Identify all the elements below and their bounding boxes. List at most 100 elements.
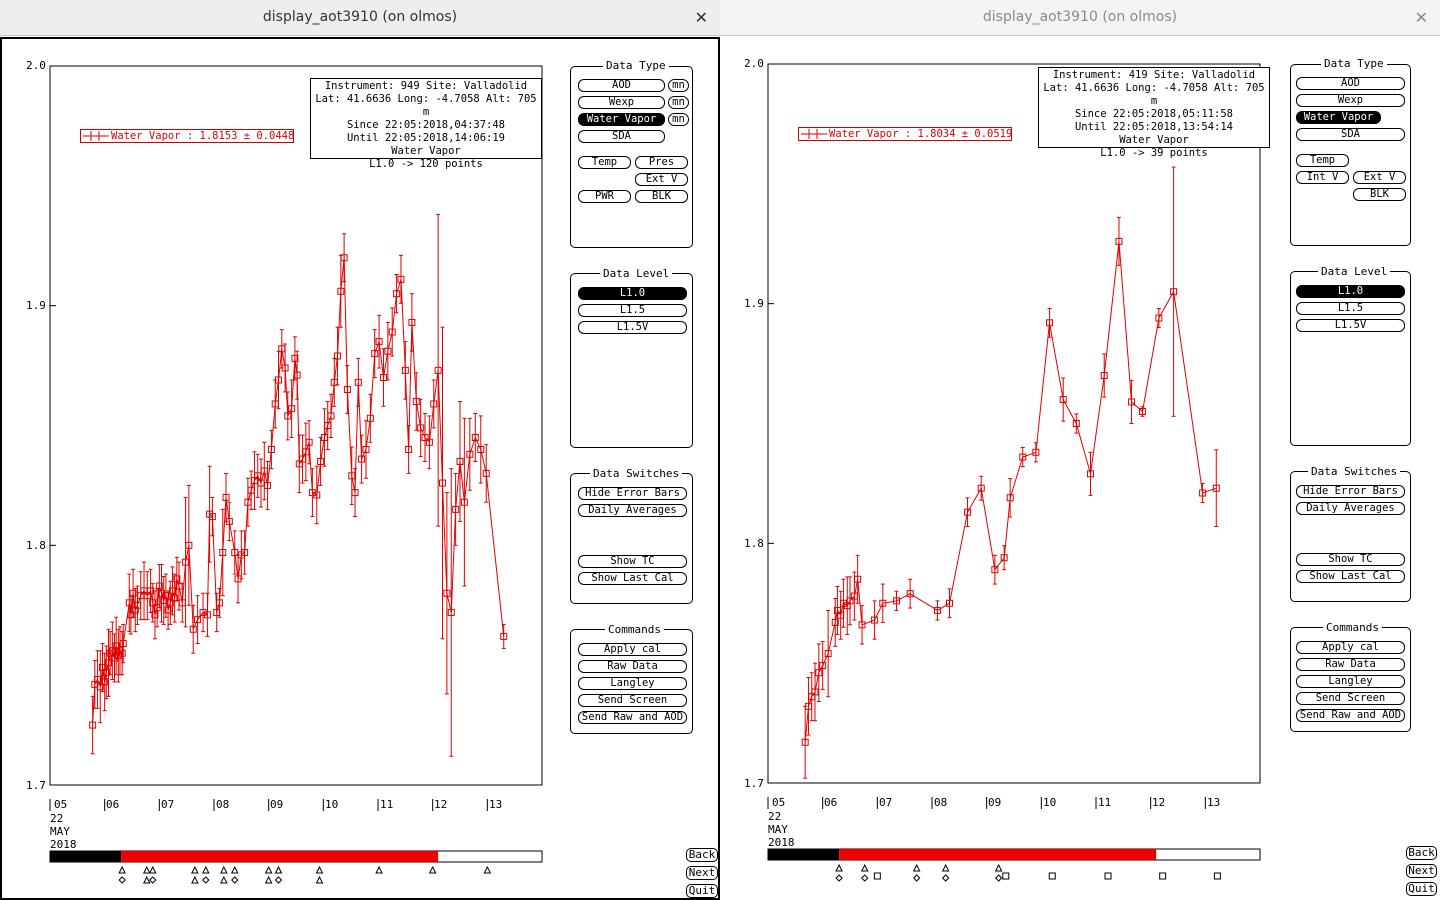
langley-button[interactable]: Langley [1296, 675, 1405, 688]
marker-triangle-icon [274, 865, 283, 874]
marker-triangle-icon [315, 875, 324, 884]
water-vapor-button[interactable]: Water Vapor [1296, 111, 1381, 124]
level-l15v-button[interactable]: L1.5V [578, 321, 687, 334]
level-l10-button[interactable]: L1.0 [578, 287, 687, 300]
level-l10-button[interactable]: L1.0 [1296, 285, 1405, 298]
data-point [375, 338, 383, 346]
data-point [846, 597, 854, 605]
info-line: L1.0 -> 39 points [1100, 147, 1208, 159]
close-icon[interactable]: ✕ [694, 8, 708, 27]
wexp-mn-button[interactable]: mn [668, 96, 689, 109]
send-raw-and-aod-button[interactable]: Send Raw and AOD [578, 711, 687, 724]
x-tick-label: 08 [216, 798, 230, 811]
quit-button[interactable]: Quit [686, 884, 718, 898]
back-button[interactable]: Back [686, 848, 718, 862]
window-titlebar[interactable]: display_aot3910 (on olmos) ✕ [0, 0, 720, 36]
send-screen-button[interactable]: Send Screen [578, 694, 687, 707]
blk-button[interactable]: BLK [1353, 188, 1406, 201]
marker-square-icon [1048, 872, 1056, 880]
x-date-year: 2018 [768, 836, 795, 849]
data-point [340, 254, 348, 262]
legend-text: Water Vapor : 1.8034 ± 0.0519 [829, 128, 1013, 140]
data-point [405, 445, 413, 453]
next-button[interactable]: Next [1406, 864, 1437, 878]
water-vapor-mn-button[interactable]: mn [668, 113, 689, 126]
data-point [1087, 470, 1095, 478]
data-point [977, 484, 985, 492]
data-point [102, 668, 110, 676]
ext-v-button[interactable]: Ext V [1353, 171, 1406, 184]
pwr-button[interactable]: PWR [578, 190, 631, 203]
aod-button[interactable]: AOD [578, 79, 665, 92]
pres-button[interactable]: Pres [635, 156, 688, 169]
window-titlebar[interactable]: display_aot3910 (on olmos) ✕ [720, 0, 1440, 36]
data-point [111, 654, 119, 662]
timeline-segment-red [839, 849, 1157, 860]
temp-button[interactable]: Temp [578, 156, 631, 169]
raw-data-button[interactable]: Raw Data [1296, 658, 1405, 671]
daily-averages-button[interactable]: Daily Averages [578, 504, 687, 517]
hide-error-bars-button[interactable]: Hide Error Bars [578, 487, 687, 500]
window-content: 2.0 1.9 1.8 1.7 05 06 07 08 09 10 11 12 … [720, 37, 1440, 900]
level-l15v-button[interactable]: L1.5V [1296, 319, 1405, 332]
x-tick-label: 11 [1098, 796, 1112, 809]
show-last-cal-button[interactable]: Show Last Cal [1296, 570, 1405, 583]
timeline-segment-black [50, 851, 122, 862]
level-l15-button[interactable]: L1.5 [578, 304, 687, 317]
data-point [425, 438, 433, 446]
temp-button[interactable]: Temp [1296, 154, 1349, 167]
langley-button[interactable]: Langley [578, 677, 687, 690]
marker-triangle-icon [264, 865, 273, 874]
data-point [351, 489, 359, 497]
wexp-button[interactable]: Wexp [578, 96, 665, 109]
marker-triangle-icon [191, 865, 199, 874]
panel-title: Data Switches [1308, 465, 1401, 478]
data-point [500, 632, 508, 640]
apply-cal-button[interactable]: Apply cal [1296, 641, 1405, 654]
x-tick-label: 09 [988, 796, 1002, 809]
data-point [291, 354, 299, 362]
sda-button[interactable]: SDA [578, 130, 665, 143]
panel-title: Data Switches [590, 467, 683, 480]
data-point [412, 398, 420, 406]
water-vapor-button[interactable]: Water Vapor [578, 113, 665, 126]
marker-square-icon [873, 872, 881, 880]
marker-diamond-icon [912, 874, 921, 882]
marker-triangle-icon [375, 865, 383, 874]
data-point [119, 640, 127, 648]
show-tc-button[interactable]: Show TC [578, 555, 687, 568]
aod-mn-button[interactable]: mn [668, 79, 689, 92]
apply-cal-button[interactable]: Apply cal [578, 643, 687, 656]
marker-triangle-icon [835, 863, 843, 872]
aod-button[interactable]: AOD [1296, 77, 1405, 90]
show-last-cal-button[interactable]: Show Last Cal [578, 572, 687, 585]
data-point [460, 498, 468, 506]
data-point [215, 599, 223, 607]
show-tc-button[interactable]: Show TC [1296, 553, 1405, 566]
sda-button[interactable]: SDA [1296, 128, 1405, 141]
back-button[interactable]: Back [1406, 846, 1437, 860]
next-button[interactable]: Next [686, 866, 718, 880]
wexp-button[interactable]: Wexp [1296, 94, 1405, 107]
data-point [439, 479, 447, 487]
quit-button[interactable]: Quit [1406, 882, 1437, 896]
close-icon[interactable]: ✕ [1414, 8, 1428, 27]
x-tick-label: 07 [879, 796, 893, 809]
data-point [1059, 396, 1067, 404]
send-raw-and-aod-button[interactable]: Send Raw and AOD [1296, 709, 1405, 722]
data-point [408, 318, 416, 326]
int-v-button[interactable]: Int V [1296, 171, 1349, 184]
x-date-month: MAY [50, 825, 70, 838]
x-tick-label: 10 [1043, 796, 1057, 809]
raw-data-button[interactable]: Raw Data [578, 660, 687, 673]
daily-averages-button[interactable]: Daily Averages [1296, 502, 1405, 515]
send-screen-button[interactable]: Send Screen [1296, 692, 1405, 705]
data-point [964, 508, 972, 516]
level-l15-button[interactable]: L1.5 [1296, 302, 1405, 315]
blk-button[interactable]: BLK [635, 190, 688, 203]
data-point [879, 599, 887, 607]
ext-v-button[interactable]: Ext V [635, 173, 688, 186]
hide-error-bars-button[interactable]: Hide Error Bars [1296, 485, 1405, 498]
marker-square-icon [1002, 872, 1010, 880]
marker-triangle-icon [994, 863, 1003, 872]
